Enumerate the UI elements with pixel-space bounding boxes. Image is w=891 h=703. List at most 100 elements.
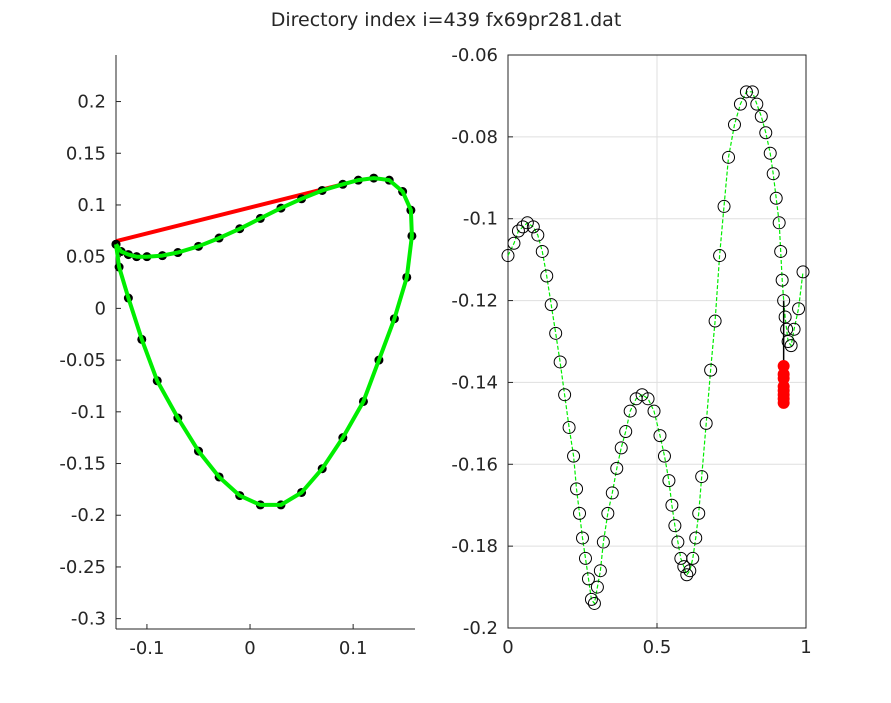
y-tick-label: 0.1: [77, 195, 106, 216]
y-tick-label: -0.16: [451, 454, 498, 475]
open-circle-marker: [662, 474, 676, 488]
open-circle-marker: [573, 506, 587, 520]
open-circle-marker: [671, 535, 685, 549]
open-circle-marker: [593, 564, 607, 578]
open-circle-marker: [596, 535, 610, 549]
open-circle-marker: [549, 326, 563, 340]
open-circle-marker: [641, 392, 655, 406]
open-circle-marker: [689, 531, 703, 545]
red-chord-line: [115, 182, 344, 244]
y-tick-label: -0.12: [451, 291, 498, 312]
open-circle-marker: [722, 150, 736, 164]
y-tick-label: -0.14: [451, 372, 498, 393]
open-circle-marker: [581, 572, 595, 586]
green-loop-line: [114, 176, 414, 507]
open-circle-marker: [699, 416, 713, 430]
open-circle-marker: [657, 449, 671, 463]
x-tick-label: -0.1: [129, 638, 164, 659]
open-circle-marker: [610, 461, 624, 475]
open-circle-marker: [614, 441, 628, 455]
open-circle-marker: [708, 314, 722, 328]
open-circle-marker: [668, 519, 682, 533]
y-tick-label: 0.05: [66, 247, 106, 268]
red-marker: [777, 396, 790, 409]
x-tick-label: 0.5: [643, 637, 672, 658]
open-circle-marker: [584, 592, 598, 606]
x-tick-label: 0: [502, 637, 513, 658]
open-circle-marker: [754, 109, 768, 123]
y-tick-label: -0.1: [71, 402, 106, 423]
open-circle-marker: [695, 470, 709, 484]
y-tick-label: -0.25: [59, 557, 106, 578]
open-circle-marker: [692, 506, 706, 520]
open-circle-marker: [526, 220, 540, 234]
figure-title: Directory index i=439 fx69pr281.dat: [271, 9, 622, 31]
open-circle-marker: [683, 564, 697, 578]
open-circle-marker: [733, 97, 747, 111]
open-circle-marker: [507, 236, 521, 250]
open-circle-marker: [544, 298, 558, 312]
open-circle-marker: [623, 404, 637, 418]
y-tick-label: -0.1: [463, 209, 498, 230]
y-tick-label: 0.15: [66, 143, 106, 164]
open-circle-marker: [713, 249, 727, 263]
open-circle-marker: [792, 302, 806, 316]
open-circle-marker: [739, 85, 753, 99]
x-tick-label: 0: [244, 638, 255, 659]
y-tick-label: -0.05: [59, 350, 106, 371]
open-circle-marker: [619, 425, 633, 439]
open-circle-marker: [601, 506, 615, 520]
y-tick-label: -0.2: [71, 505, 106, 526]
open-circle-marker: [531, 228, 545, 242]
open-circle-marker: [750, 97, 764, 111]
open-circle-marker: [777, 294, 791, 308]
open-circle-marker: [769, 191, 783, 205]
open-circle-marker: [553, 355, 567, 369]
open-circle-marker: [587, 596, 601, 610]
open-circle-marker: [578, 551, 592, 565]
right-plot-panel: 0 0.5 1 -0.06 -0.08 -0.1 -0.12 -0.14 -0.16 -0.18 -…: [451, 45, 811, 658]
y-tick-label: -0.15: [59, 454, 106, 475]
open-circle-marker: [511, 224, 525, 238]
open-circle-marker: [727, 118, 741, 132]
open-circle-marker: [766, 167, 780, 181]
open-circle-marker: [686, 551, 700, 565]
open-circle-marker: [680, 568, 694, 582]
x-tick-label: 1: [800, 637, 811, 658]
open-circle-marker: [787, 322, 801, 336]
open-circle-marker: [647, 404, 661, 418]
open-circle-marker: [796, 265, 810, 279]
open-circle-marker: [516, 220, 530, 234]
left-plot-panel: -0.1 0 0.1 0.2 0.15 0.1 0.05 0 -0.05 -0.1 -0.15 -0.…: [59, 55, 417, 659]
open-circle-marker: [535, 244, 549, 258]
open-circle-marker: [774, 244, 788, 258]
x-tick-label: 0.1: [339, 638, 368, 659]
open-circle-marker: [772, 216, 786, 230]
open-circle-marker: [562, 420, 576, 434]
open-circle-marker: [501, 249, 515, 263]
open-circle-marker: [570, 482, 584, 496]
y-tick-label: -0.06: [451, 45, 498, 66]
open-circle-marker: [590, 580, 604, 594]
open-circle-marker: [576, 531, 589, 545]
open-circle-marker: [717, 199, 731, 213]
y-tick-label: -0.3: [71, 609, 106, 630]
y-tick-label: -0.2: [463, 618, 498, 639]
open-circle-marker: [763, 146, 777, 160]
open-circle-marker: [784, 339, 798, 353]
open-circle-marker: [665, 498, 679, 512]
y-tick-label: -0.08: [451, 127, 498, 148]
y-tick-label: -0.18: [451, 536, 498, 557]
open-circle-marker: [653, 429, 667, 443]
y-tick-label: 0: [95, 298, 106, 319]
y-tick-label: 0.2: [77, 92, 106, 113]
open-circle-marker: [781, 335, 795, 348]
open-circle-marker: [759, 126, 773, 140]
open-circle-marker: [775, 273, 789, 287]
open-circle-marker: [605, 486, 619, 500]
green-dashed-line: [507, 91, 804, 605]
open-circle-marker: [540, 269, 554, 283]
open-circle-marker: [558, 388, 572, 402]
open-circle-marker: [745, 85, 759, 99]
open-circle-marker: [704, 363, 718, 377]
